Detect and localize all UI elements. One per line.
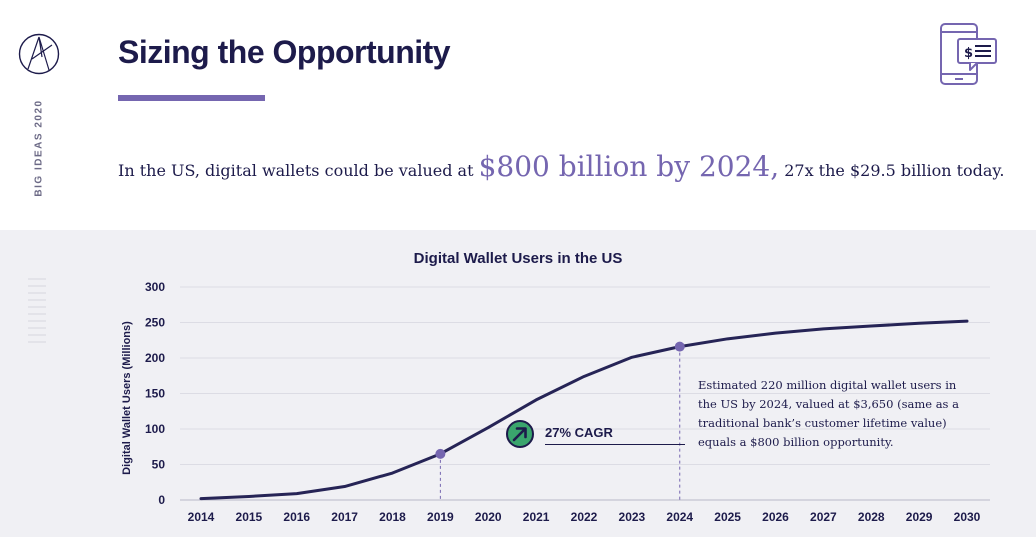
y-tick-label: 250	[145, 316, 165, 330]
y-tick-label: 200	[145, 351, 165, 365]
x-tick-label: 2017	[331, 510, 358, 524]
chart-panel	[0, 230, 1036, 537]
x-tick-label: 2025	[714, 510, 741, 524]
x-tick-label: 2028	[858, 510, 885, 524]
x-tick-label: 2026	[762, 510, 789, 524]
cagr-underline	[545, 444, 685, 445]
x-tick-label: 2020	[475, 510, 502, 524]
header-section	[0, 0, 1036, 230]
page-title: Sizing the Opportunity	[118, 34, 451, 70]
y-tick-label: 0	[158, 493, 165, 507]
annotation-note: Estimated 220 million digital wallet use…	[698, 378, 959, 449]
x-tick-label: 2027	[810, 510, 837, 524]
headline-highlight: $800 billion by 2024,	[478, 150, 780, 183]
series-line	[199, 319, 969, 501]
x-tick-label: 2019	[427, 510, 454, 524]
x-tick-label: 2030	[954, 510, 981, 524]
decorative-lines	[28, 278, 46, 343]
arrow-up-right-icon	[506, 420, 534, 448]
y-tick-label: 100	[145, 422, 165, 436]
y-tick-label: 150	[145, 387, 165, 401]
chart-title: Digital Wallet Users in the US	[413, 250, 623, 267]
x-tick-label: 2018	[379, 510, 406, 524]
x-tick-label: 2021	[523, 510, 550, 524]
title-underline	[118, 95, 265, 101]
svg-text:$: $	[964, 46, 973, 61]
cagr-callout: 27% CAGR	[505, 419, 685, 449]
x-tick-label: 2022	[571, 510, 598, 524]
x-tick-label: 2016	[283, 510, 310, 524]
data-point-2024	[674, 341, 685, 352]
headline-prefix: In the US, digital wallets could be valu…	[118, 161, 474, 180]
cagr-label: 27% CAGR	[545, 425, 613, 440]
x-tick-label: 2024	[666, 510, 693, 524]
y-tick-label: 50	[152, 458, 166, 472]
x-tick-label: 2014	[188, 510, 215, 524]
data-point-2019	[435, 448, 446, 459]
x-tick-label: 2029	[906, 510, 933, 524]
mobile-payment-icon: $	[940, 23, 997, 85]
ark-logo-icon	[18, 33, 60, 75]
headline: In the US, digital wallets could be valu…	[118, 150, 1018, 183]
x-tick-label: 2023	[619, 510, 646, 524]
x-tick-label: 2015	[236, 510, 263, 524]
headline-suffix: 27x the $29.5 billion today.	[784, 161, 1005, 180]
y-tick-label: 300	[145, 280, 165, 294]
